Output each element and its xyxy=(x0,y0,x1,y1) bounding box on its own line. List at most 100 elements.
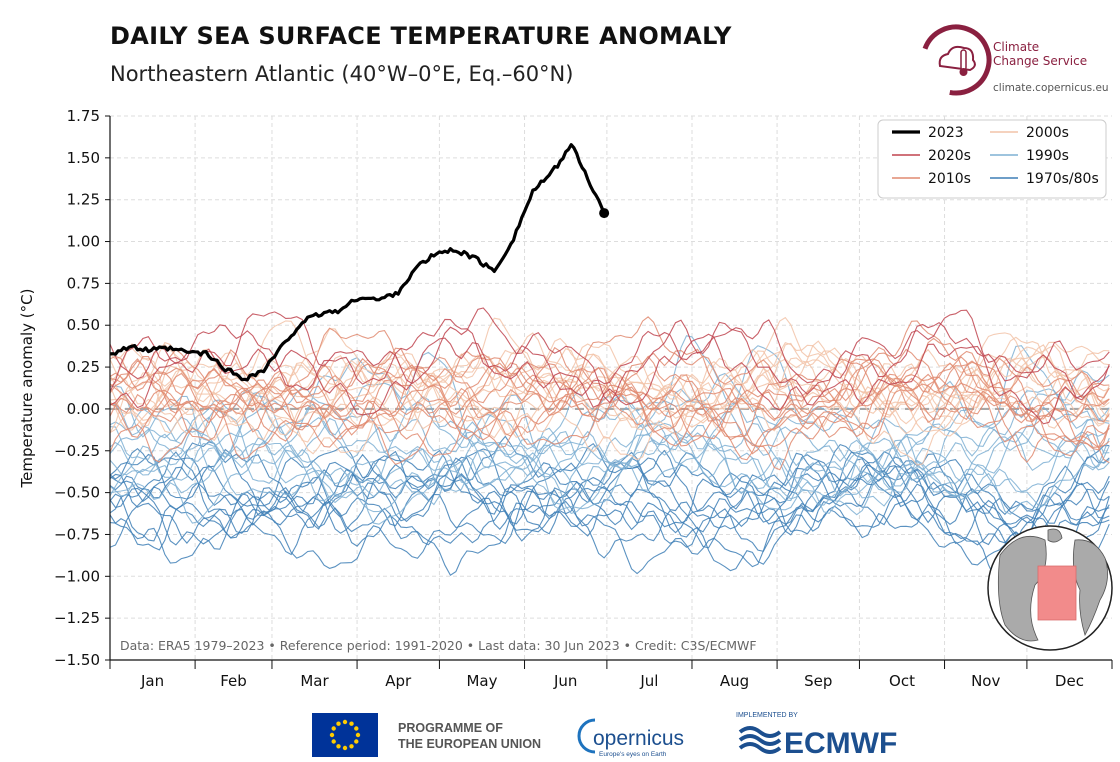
copernicus-arc-icon xyxy=(577,718,596,754)
x-tick-label: Sep xyxy=(804,672,832,690)
y-tick-label: 1.50 xyxy=(67,149,100,167)
eu-star xyxy=(331,726,336,731)
eu-line2: THE EUROPEAN UNION xyxy=(398,737,542,751)
axes: 1.75 1.50 1.25 1.00 0.75 0.50 0.25 0.00 −0.25 −0.… xyxy=(54,107,1113,690)
series-line-2018 xyxy=(109,379,1110,460)
eu-line1: PROGRAMME OF xyxy=(398,721,503,735)
eu-star xyxy=(329,732,335,738)
y-tick-label: −1.25 xyxy=(54,609,100,627)
series-line-2020 xyxy=(109,318,1110,401)
series-line-1986 xyxy=(109,457,1110,546)
eu-star xyxy=(336,744,341,749)
decade-series xyxy=(109,307,1110,577)
x-tick-label: Oct xyxy=(889,672,915,690)
eu-star xyxy=(342,745,348,751)
x-tick-label: Aug xyxy=(720,672,749,690)
eu-star xyxy=(331,739,336,744)
eu-star xyxy=(336,721,341,726)
x-tick-label: Jan xyxy=(140,672,164,690)
chart-area: 1.75 1.50 1.25 1.00 0.75 0.50 0.25 0.00 −0.25 −0.… xyxy=(18,107,1113,690)
y-tick-label: −0.50 xyxy=(54,484,100,502)
y-tick-label: −1.50 xyxy=(54,651,100,669)
y-tick-label: −0.75 xyxy=(54,525,100,543)
data-note: Data: ERA5 1979–2023 • Reference period:… xyxy=(120,638,757,653)
copernicus-logo[interactable]: opernicus Europe's eyes on Earth xyxy=(575,712,705,758)
series-line-1982 xyxy=(109,486,1110,575)
series-line-2002 xyxy=(109,348,1110,436)
copernicus-wordmark: opernicus xyxy=(593,727,684,750)
chart-title: DAILY SEA SURFACE TEMPERATURE ANOMALY xyxy=(110,22,732,50)
y-tick-label: 1.00 xyxy=(67,233,100,251)
y-tick-label: 0.00 xyxy=(67,400,100,418)
x-tick-label: Jun xyxy=(553,672,577,690)
series-line-2023 xyxy=(109,143,606,382)
globe-landmass-americas xyxy=(997,536,1047,642)
legend: 2023 2020s 2010s 2000s 1990s 1970s/80s xyxy=(877,119,1107,199)
series-line-1983 xyxy=(109,435,1110,530)
eu-star xyxy=(349,721,354,726)
globe-region-highlight xyxy=(1037,565,1077,621)
series-line-2017 xyxy=(109,316,1110,413)
legend-box xyxy=(877,119,1107,199)
series-line-2016 xyxy=(109,363,1110,457)
y-tick-label: 1.25 xyxy=(67,191,100,209)
series-2023-endpoint xyxy=(599,208,610,219)
c3s-line1: Climate xyxy=(993,40,1040,54)
ecmwf-logo[interactable]: ECMWF xyxy=(736,722,916,760)
x-tick-label: Nov xyxy=(971,672,1000,690)
globe-landmass-africa-europe xyxy=(1072,539,1108,637)
x-tick-label: Apr xyxy=(385,672,412,690)
footer-logos: PROGRAMME OF THE EUROPEAN UNION opernicu… xyxy=(0,700,1120,760)
series-line-1979 xyxy=(109,452,1110,545)
series-line-2004 xyxy=(109,344,1110,435)
series-line-2022 xyxy=(109,307,1110,404)
x-tick-label: Mar xyxy=(300,672,329,690)
region-globe xyxy=(987,525,1113,651)
series-line-2007 xyxy=(109,340,1110,436)
chart-subtitle: Northeastern Atlantic (40°W–0°E, Eq.–60°… xyxy=(110,62,574,86)
series-line-1995 xyxy=(109,388,1110,483)
series-line-1996 xyxy=(109,403,1110,497)
y-tick-label: 0.25 xyxy=(67,358,100,376)
legend-label: 2020s xyxy=(928,148,971,164)
eu-star xyxy=(354,739,359,744)
legend-label: 1990s xyxy=(1026,148,1069,164)
series-line-2019 xyxy=(109,337,1110,430)
c3s-logo[interactable]: Climate Change Service climate.copernicu… xyxy=(918,20,1118,100)
c3s-url[interactable]: climate.copernicus.eu xyxy=(993,82,1109,94)
eu-star xyxy=(349,744,354,749)
ecmwf-implemented-by: IMPLEMENTED BY xyxy=(736,712,798,719)
x-tick-label: Jul xyxy=(639,672,658,690)
series-line-1988 xyxy=(109,449,1110,551)
y-tick-label: 0.75 xyxy=(67,274,100,292)
eu-star xyxy=(355,732,361,738)
series-line-2000 xyxy=(109,371,1110,466)
series-line-2001 xyxy=(109,351,1110,443)
series-line-1980 xyxy=(109,472,1110,559)
y-tick-label: −1.00 xyxy=(54,567,100,585)
y-tick-label: 0.50 xyxy=(67,316,100,334)
legend-label: 2000s xyxy=(1026,125,1069,141)
series-2023 xyxy=(109,143,610,382)
globe-landmass-greenland xyxy=(1047,528,1063,543)
y-tick-label: 1.75 xyxy=(67,107,100,125)
series-line-1999 xyxy=(109,396,1110,492)
x-tick-label: May xyxy=(466,672,497,690)
y-tick-label: −0.25 xyxy=(54,442,100,460)
legend-label: 2010s xyxy=(928,171,971,187)
ecmwf-wordmark: ECMWF xyxy=(784,727,897,758)
series-line-1987 xyxy=(109,442,1110,525)
legend-label: 1970s/80s xyxy=(1026,171,1099,187)
c3s-emblem-icon xyxy=(920,24,992,96)
x-tick-label: Feb xyxy=(220,672,247,690)
series-line-1994 xyxy=(109,416,1110,507)
y-axis-label: Temperature anomaly (°C) xyxy=(18,289,36,489)
x-tick-label: Dec xyxy=(1055,672,1084,690)
series-line-2011 xyxy=(109,360,1110,448)
c3s-line2: Change Service xyxy=(993,54,1088,68)
copernicus-tagline: Europe's eyes on Earth xyxy=(599,751,667,758)
series-line-2021 xyxy=(109,333,1110,425)
series-line-2015 xyxy=(109,379,1110,471)
ecmwf-wave-icon xyxy=(738,726,782,754)
series-line-1985 xyxy=(109,486,1110,577)
